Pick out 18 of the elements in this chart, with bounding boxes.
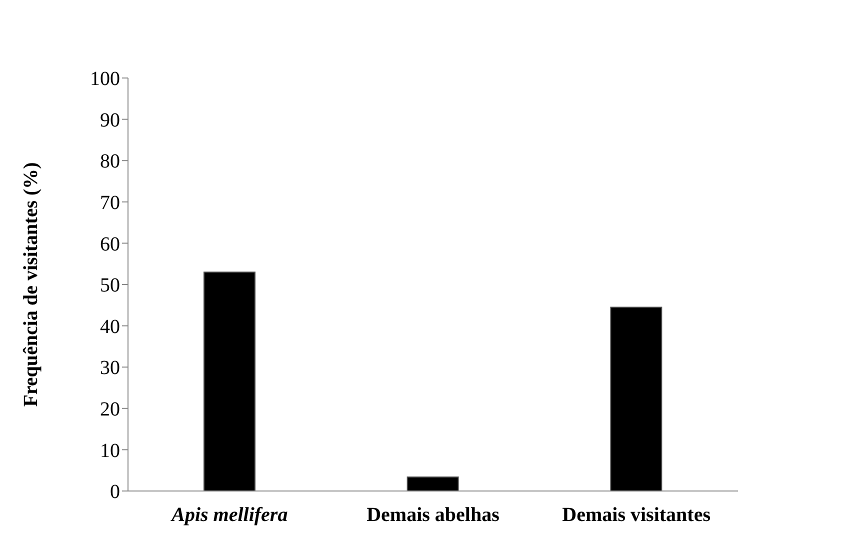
x-tick-label: Demais visitantes	[562, 504, 711, 526]
y-tick-label: 60	[100, 233, 120, 256]
bar	[406, 476, 459, 491]
y-tick-label: 90	[100, 109, 120, 132]
y-tick-label: 50	[100, 274, 120, 297]
y-tick-label: 100	[90, 68, 120, 90]
bar	[204, 272, 256, 491]
y-tick-label: 30	[100, 357, 120, 380]
bar	[610, 306, 662, 491]
x-tick-label: Apis mellifera	[170, 504, 288, 526]
y-tick-label: 10	[100, 440, 120, 462]
y-tick-label: 0	[110, 481, 120, 504]
x-tick-label: Demais abelhas	[366, 504, 500, 526]
y-tick-label: 80	[100, 150, 120, 173]
y-tick-label: 40	[100, 316, 120, 338]
y-tick-label: 20	[100, 398, 120, 420]
y-axis-title: Frequência de visitantes (%)	[20, 162, 42, 407]
y-tick-label: 70	[100, 192, 120, 214]
